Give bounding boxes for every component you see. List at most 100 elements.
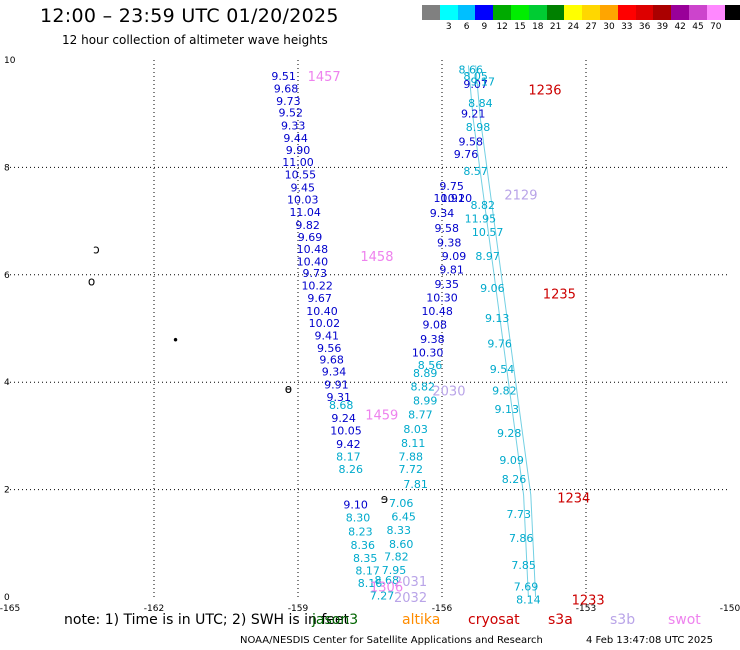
wave-height-label: 9.68 [274, 82, 299, 95]
satellite-track-line [475, 65, 537, 598]
wave-height-label: 8.30 [346, 512, 371, 525]
wave-height-label: 9.44 [283, 132, 308, 145]
wave-height-label: 9.42 [336, 438, 361, 451]
wave-height-label: 7.88 [399, 450, 424, 463]
wave-height-label: 10.03 [287, 194, 319, 207]
wave-height-label: 9.54 [490, 363, 515, 376]
color-scale-swatch [546, 5, 565, 20]
wave-height-label: 9.76 [487, 338, 512, 351]
wave-height-label: 11.95 [465, 212, 497, 225]
wave-height-label: 9.24 [331, 412, 356, 425]
wave-height-label: 10.48 [421, 305, 453, 318]
y-tick-label: 8 [4, 163, 10, 173]
color-scale-swatch [493, 5, 512, 20]
y-tick-label: 6 [4, 271, 10, 281]
wave-height-label: 7.69 [514, 580, 539, 593]
wave-height-label: 9.73 [276, 95, 301, 108]
color-scale-label: 21 [549, 22, 562, 32]
y-tick-label: 10 [4, 56, 16, 66]
pass-time-label: 2030 [432, 384, 465, 399]
x-tick-label: -165 [0, 604, 20, 614]
color-scale-swatch [689, 5, 708, 20]
wave-height-label: 8.68 [375, 574, 400, 587]
wave-height-label: 9.07 [463, 78, 488, 91]
wave-height-label: 9.38 [437, 237, 462, 250]
wave-height-label: 10.05 [330, 425, 362, 438]
wave-height-label: 9.58 [459, 136, 484, 149]
wave-height-label: 8.36 [351, 539, 376, 552]
contour-mark: • [172, 334, 179, 348]
color-scale-label: 27 [585, 22, 597, 32]
wave-height-label: 9.10 [343, 499, 368, 512]
wave-height-label: 9.31 [327, 391, 352, 404]
pass-time-label: 1457 [308, 70, 341, 85]
contour-mark: ɵ [285, 382, 292, 396]
satellite-legend-s3b: s3b [610, 612, 636, 628]
wave-height-label: 10.40 [306, 305, 338, 318]
color-scale-label: 33 [621, 22, 633, 32]
wave-height-label: 8.23 [348, 525, 373, 538]
color-scale-label: 6 [463, 22, 470, 32]
wave-height-label: 8.14 [516, 594, 541, 607]
wave-height-label: 9.33 [281, 120, 306, 133]
wave-height-label: 9.09 [442, 250, 467, 263]
wave-height-label: 8.66 [459, 64, 484, 77]
wave-height-label: 10.40 [297, 255, 329, 268]
wave-height-label: 9.73 [303, 267, 328, 280]
wave-height-label: 9.34 [322, 365, 347, 378]
wave-height-label: 8.17 [336, 450, 361, 463]
wave-height-label: 9.82 [492, 384, 517, 397]
wave-height-label: 10.48 [297, 243, 329, 256]
wave-height-label: 7.27 [370, 589, 395, 602]
pass-time-label: 1306 [370, 580, 403, 595]
wave-height-label: 9.58 [435, 222, 460, 235]
wave-height-label: 8.35 [353, 552, 378, 565]
color-scale-swatch [724, 5, 740, 20]
color-scale-swatch [457, 5, 476, 20]
contour-mark: ɔ [93, 242, 100, 256]
wave-height-label: 9.82 [295, 219, 320, 232]
wave-height-label: 9.81 [439, 263, 464, 276]
wave-height-label: 10.02 [309, 317, 341, 330]
color-scale-label: 24 [567, 22, 580, 32]
color-scale-swatch [671, 5, 690, 20]
contour-mark: ɘ [381, 492, 388, 506]
pass-time-label: 1234 [557, 492, 590, 507]
page-title: 12:00 – 23:59 UTC 01/20/2025 [40, 5, 339, 27]
wave-height-label: 9.68 [319, 354, 344, 367]
wave-height-label: 7.73 [507, 508, 532, 521]
wave-height-label: 9.38 [420, 333, 445, 346]
wave-height-label: 9.21 [461, 108, 486, 121]
page-subtitle: 12 hour collection of altimeter wave hei… [62, 33, 328, 47]
wave-height-label: 8.03 [403, 423, 428, 436]
wave-height-label: 9.67 [307, 292, 332, 305]
color-scale-label: 15 [514, 22, 526, 32]
wave-height-label: 8.26 [339, 463, 364, 476]
wave-height-label: 6.45 [391, 510, 416, 523]
color-scale-swatch [564, 5, 583, 20]
wave-height-label: 8.77 [408, 408, 433, 421]
wave-height-label: 9.08 [423, 319, 448, 332]
wave-height-label: 8.82 [411, 380, 436, 393]
footer-timestamp: 4 Feb 13:47:08 UTC 2025 [586, 635, 713, 646]
wave-height-label: 8.16 [358, 577, 383, 590]
satellite-legend-jason3: jason3 [312, 612, 359, 628]
wave-height-label: 8.26 [502, 473, 527, 486]
satellite-legend-altika: altika [402, 612, 441, 628]
color-scale-label: 42 [674, 22, 686, 32]
wave-height-label: 9.52 [279, 107, 304, 120]
color-scale-label: 12 [496, 22, 508, 32]
wave-height-label: 9.45 [291, 181, 316, 194]
wave-height-label: 9.13 [495, 403, 520, 416]
wave-height-label: 9.17 [471, 75, 496, 88]
wave-height-label: 7.81 [403, 478, 428, 491]
pass-time-label: 1236 [528, 84, 561, 99]
wave-height-label: 8.89 [413, 367, 438, 380]
wave-height-label: 9.35 [435, 278, 460, 291]
pass-time-label: 1235 [543, 288, 576, 303]
y-tick-label: 4 [4, 378, 10, 388]
color-scale-swatch [617, 5, 637, 20]
wave-height-label: 11.04 [289, 206, 321, 219]
color-scale-label: 3 [445, 22, 452, 32]
wave-height-label: 7.95 [382, 564, 407, 577]
